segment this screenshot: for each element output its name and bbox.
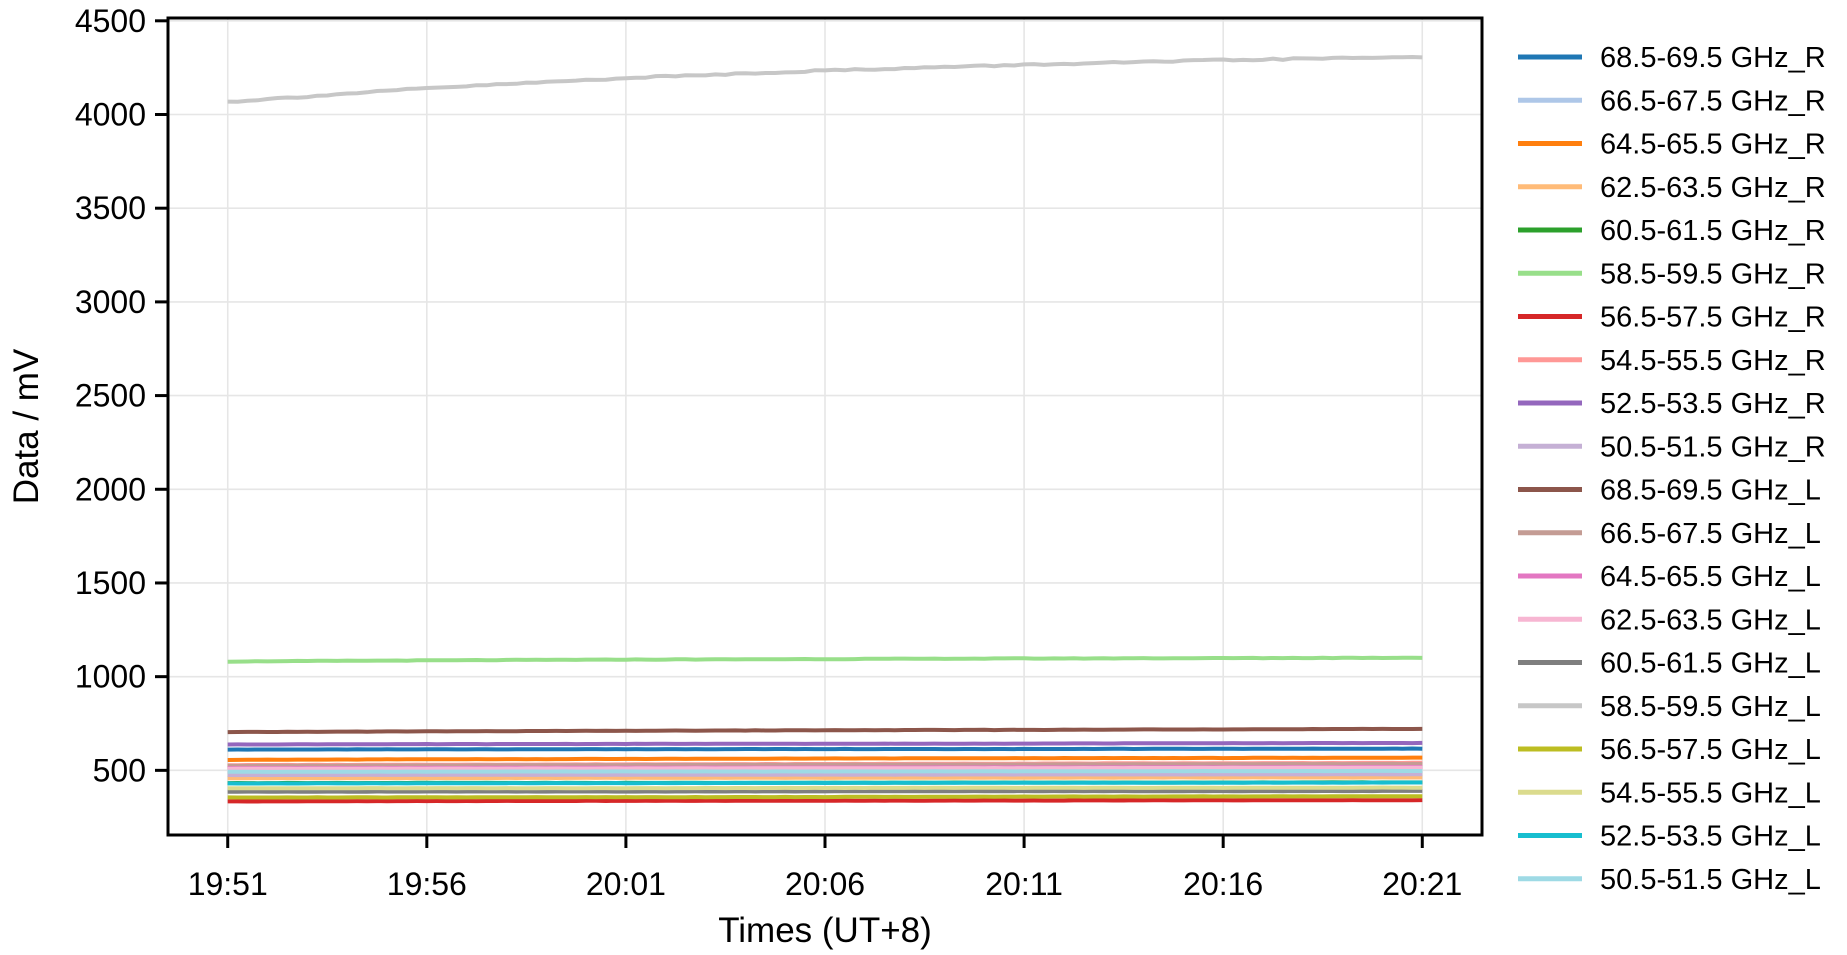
legend: 68.5-69.5 GHz_R 66.5-67.5 GHz_R 64.5-65.5 … <box>1518 42 1826 896</box>
series-line-52.5-53.5-ghz-r <box>227 740 1423 747</box>
legend-label: 52.5-53.5 GHz_L <box>1600 821 1821 853</box>
legend-item: 50.5-51.5 GHz_L <box>1518 864 1821 896</box>
legend-label: 60.5-61.5 GHz_R <box>1600 215 1826 247</box>
series-line-62.5-63.5-ghz-l <box>227 765 1423 771</box>
legend-item: 68.5-69.5 GHz_R <box>1518 42 1826 74</box>
x-axis-title: Times (UT+8) <box>718 911 932 950</box>
legend-label: 64.5-65.5 GHz_R <box>1600 129 1826 161</box>
series-line-62.5-63.5-ghz-r <box>227 775 1423 781</box>
grid-lines <box>168 18 1482 835</box>
y-tick-label: 500 <box>93 752 146 788</box>
series-line-54.5-55.5-ghz-l <box>227 785 1423 791</box>
legend-label: 50.5-51.5 GHz_L <box>1600 864 1821 896</box>
y-tick-label: 4000 <box>75 97 146 133</box>
x-tick-label: 20:06 <box>785 866 865 902</box>
y-tick-label: 2000 <box>75 471 146 507</box>
legend-item: 60.5-61.5 GHz_R <box>1518 215 1826 247</box>
y-tick-label: 1000 <box>75 659 146 695</box>
legend-label: 56.5-57.5 GHz_L <box>1600 734 1821 766</box>
legend-item: 66.5-67.5 GHz_R <box>1518 85 1826 117</box>
y-axis-title: Data / mV <box>7 348 46 504</box>
legend-item: 60.5-61.5 GHz_L <box>1518 648 1821 680</box>
y-tick-label: 3000 <box>75 284 146 320</box>
series-line-58.5-59.5-ghz-r <box>227 655 1423 664</box>
legend-label: 54.5-55.5 GHz_L <box>1600 777 1821 809</box>
legend-item: 56.5-57.5 GHz_L <box>1518 734 1821 766</box>
legend-item: 68.5-69.5 GHz_L <box>1518 475 1821 507</box>
legend-item: 66.5-67.5 GHz_L <box>1518 518 1821 550</box>
x-tick-label: 19:56 <box>387 866 467 902</box>
series-line-66.5-67.5-ghz-l <box>227 761 1423 768</box>
x-tick-label: 20:16 <box>1183 866 1263 902</box>
y-tick-label: 2500 <box>75 378 146 414</box>
legend-label: 60.5-61.5 GHz_L <box>1600 648 1821 680</box>
legend-item: 52.5-53.5 GHz_R <box>1518 388 1826 420</box>
y-tick-label: 4500 <box>75 3 146 39</box>
series-line-56.5-57.5-ghz-r <box>227 798 1423 804</box>
series-line-60.5-61.5-ghz-l <box>227 788 1423 794</box>
legend-item: 58.5-59.5 GHz_L <box>1518 691 1821 723</box>
legend-item: 64.5-65.5 GHz_R <box>1518 129 1826 161</box>
legend-label: 64.5-65.5 GHz_L <box>1600 561 1821 593</box>
legend-label: 66.5-67.5 GHz_R <box>1600 85 1826 117</box>
legend-label: 50.5-51.5 GHz_R <box>1600 431 1826 463</box>
legend-label: 62.5-63.5 GHz_R <box>1600 172 1826 204</box>
legend-item: 52.5-53.5 GHz_L <box>1518 821 1821 853</box>
series-line-56.5-57.5-ghz-l <box>227 794 1423 800</box>
legend-label: 68.5-69.5 GHz_R <box>1600 42 1826 74</box>
legend-item: 54.5-55.5 GHz_R <box>1518 345 1826 377</box>
x-tick-label: 20:21 <box>1382 866 1462 902</box>
legend-label: 58.5-59.5 GHz_L <box>1600 691 1821 723</box>
series-lines <box>227 55 1423 804</box>
series-line-52.5-53.5-ghz-l <box>227 780 1423 786</box>
legend-item: 64.5-65.5 GHz_L <box>1518 561 1821 593</box>
legend-item: 54.5-55.5 GHz_L <box>1518 777 1821 809</box>
x-tick-label: 19:51 <box>188 866 268 902</box>
legend-label: 62.5-63.5 GHz_L <box>1600 604 1821 636</box>
legend-label: 58.5-59.5 GHz_R <box>1600 258 1826 290</box>
y-tick-label: 3500 <box>75 190 146 226</box>
series-line-50.5-51.5-ghz-r <box>227 772 1423 778</box>
y-tick-label: 1500 <box>75 565 146 601</box>
series-line-58.5-59.5-ghz-l <box>227 55 1423 104</box>
series-line-68.5-69.5-ghz-r <box>227 746 1423 752</box>
legend-item: 50.5-51.5 GHz_R <box>1518 431 1826 463</box>
legend-item: 56.5-57.5 GHz_R <box>1518 302 1826 334</box>
series-line-64.5-65.5-ghz-r <box>227 755 1423 762</box>
x-axis: 19:51 19:56 20:01 20:06 20:11 20:16 20:21 <box>188 835 1462 902</box>
legend-label: 52.5-53.5 GHz_R <box>1600 388 1826 420</box>
x-tick-label: 20:11 <box>985 866 1063 902</box>
legend-item: 58.5-59.5 GHz_R <box>1518 258 1826 290</box>
series-line-68.5-69.5-ghz-l <box>227 726 1423 735</box>
series-line-50.5-51.5-ghz-l <box>227 768 1423 774</box>
legend-label: 68.5-69.5 GHz_L <box>1600 475 1821 507</box>
legend-label: 56.5-57.5 GHz_R <box>1600 302 1826 334</box>
x-tick-label: 20:01 <box>586 866 666 902</box>
y-axis: 500 1000 1500 2000 2500 3000 3500 4000 4500 <box>75 3 168 788</box>
legend-label: 66.5-67.5 GHz_L <box>1600 518 1821 550</box>
legend-label: 54.5-55.5 GHz_R <box>1600 345 1826 377</box>
legend-item: 62.5-63.5 GHz_L <box>1518 604 1821 636</box>
legend-item: 62.5-63.5 GHz_R <box>1518 172 1826 204</box>
